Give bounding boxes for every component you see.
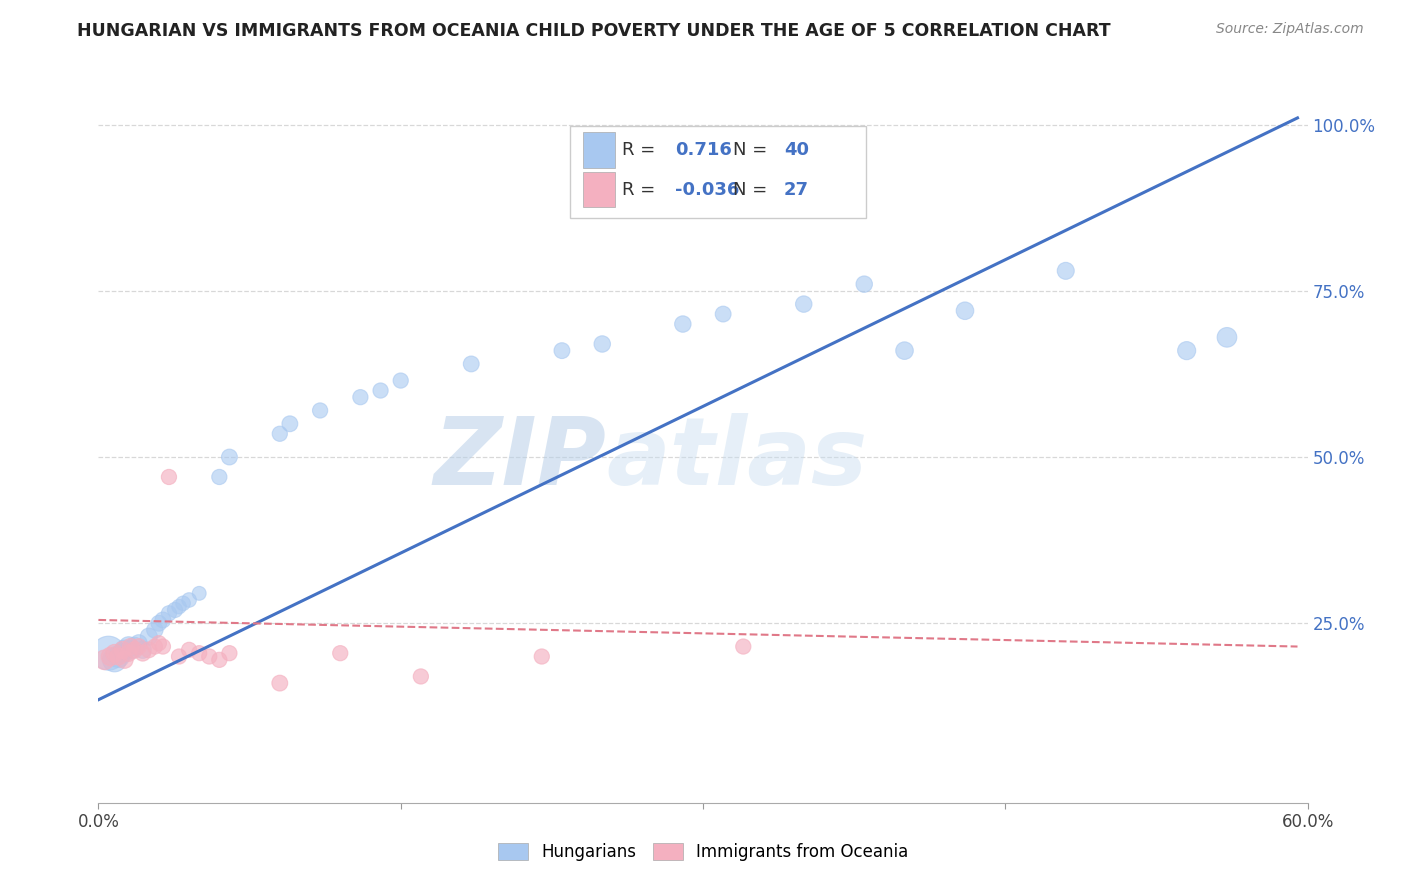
FancyBboxPatch shape [583, 132, 614, 168]
Point [733, 640, 755, 654]
Point [111, 646, 134, 660]
Point [103, 653, 125, 667]
Point [409, 669, 432, 683]
Point [179, 643, 201, 657]
Point [148, 616, 170, 631]
Point [278, 417, 301, 431]
Point [163, 603, 186, 617]
Point [118, 646, 141, 660]
Point [329, 646, 352, 660]
Point [152, 613, 174, 627]
Point [389, 374, 412, 388]
Point [551, 343, 574, 358]
Point [218, 450, 240, 464]
Point [128, 640, 150, 654]
Point [1216, 330, 1239, 344]
Point [111, 643, 134, 657]
Point [530, 649, 553, 664]
Point [143, 640, 166, 654]
Point [128, 636, 150, 650]
Point [349, 390, 371, 404]
Point [107, 649, 129, 664]
Point [370, 384, 392, 398]
Point [188, 646, 211, 660]
Point [208, 470, 231, 484]
Point [120, 640, 142, 654]
Point [1054, 264, 1077, 278]
Text: N =: N = [734, 141, 768, 160]
Point [953, 303, 976, 318]
Point [167, 649, 190, 664]
Point [269, 426, 291, 441]
Point [179, 593, 201, 607]
Point [157, 470, 180, 484]
Point [711, 307, 734, 321]
Point [853, 277, 876, 292]
Point [118, 640, 141, 654]
Point [157, 607, 180, 621]
Text: R =: R = [621, 141, 655, 160]
Text: 40: 40 [785, 141, 808, 160]
Point [793, 297, 815, 311]
Legend: Hungarians, Immigrants from Oceania: Hungarians, Immigrants from Oceania [491, 836, 915, 868]
Point [138, 643, 160, 657]
Text: -0.036: -0.036 [675, 181, 740, 199]
Text: R =: R = [621, 181, 655, 199]
Point [143, 623, 166, 637]
Point [460, 357, 482, 371]
Point [198, 649, 221, 664]
FancyBboxPatch shape [583, 171, 614, 208]
Point [114, 653, 136, 667]
Point [1175, 343, 1198, 358]
Point [167, 599, 190, 614]
Point [103, 646, 125, 660]
Point [672, 317, 695, 331]
Point [114, 643, 136, 657]
Text: N =: N = [734, 181, 768, 199]
Point [218, 646, 240, 660]
Point [893, 343, 915, 358]
Text: ZIP: ZIP [433, 413, 606, 505]
Text: Source: ZipAtlas.com: Source: ZipAtlas.com [1216, 22, 1364, 37]
Text: 27: 27 [785, 181, 808, 199]
Point [107, 649, 129, 664]
Point [152, 640, 174, 654]
Point [208, 653, 231, 667]
Point [309, 403, 332, 417]
Text: atlas: atlas [606, 413, 868, 505]
Point [132, 643, 155, 657]
Point [120, 643, 142, 657]
Point [172, 596, 194, 610]
Point [124, 640, 146, 654]
FancyBboxPatch shape [569, 126, 866, 218]
Point [188, 586, 211, 600]
Point [591, 337, 613, 351]
Text: HUNGARIAN VS IMMIGRANTS FROM OCEANIA CHILD POVERTY UNDER THE AGE OF 5 CORRELATIO: HUNGARIAN VS IMMIGRANTS FROM OCEANIA CHI… [77, 22, 1111, 40]
Point [124, 643, 146, 657]
Point [269, 676, 291, 690]
Point [132, 646, 155, 660]
Point [97, 646, 120, 660]
Point [138, 630, 160, 644]
Point [148, 636, 170, 650]
Text: 0.716: 0.716 [675, 141, 733, 160]
Point [100, 649, 122, 664]
Point [93, 653, 115, 667]
